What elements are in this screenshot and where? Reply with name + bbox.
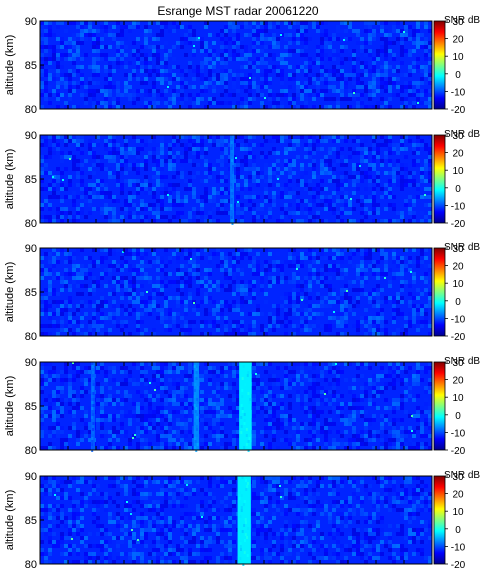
y-axis-label: altitude (km) bbox=[4, 490, 16, 551]
colorbar: SNR dB -20 -10 0 10 20 30 bbox=[433, 470, 480, 571]
colorbar-tick-label: -10 bbox=[451, 314, 466, 325]
colorbar-tick-label: 20 bbox=[452, 149, 464, 160]
colorbar-tick-label: 0 bbox=[455, 411, 461, 422]
colorbar-tick-label: 0 bbox=[455, 297, 461, 308]
panel-1: 80 85 90 altitude (km) SNR dB -20 -10 0 10 20 30 bbox=[4, 15, 480, 116]
colorbar-tick-label: 30 bbox=[452, 17, 464, 28]
colorbar-tick-label: 30 bbox=[452, 358, 464, 369]
y-tick-label: 90 bbox=[25, 357, 37, 369]
colorbar-tick-label: 30 bbox=[452, 131, 464, 142]
chart-title: Esrange MST radar 20061220 bbox=[157, 4, 319, 18]
colorbar: SNR dB -20 -10 0 10 20 30 bbox=[433, 15, 480, 116]
y-tick-label: 90 bbox=[25, 243, 37, 255]
y-axis-label: altitude (km) bbox=[4, 35, 16, 96]
colorbar-tick-label: 0 bbox=[455, 70, 461, 81]
echo-band bbox=[230, 135, 235, 225]
colorbar-label: SNR dB bbox=[444, 129, 480, 140]
echo-band bbox=[90, 362, 95, 452]
y-tick-label: 80 bbox=[25, 559, 37, 571]
colorbar-tick-label: -10 bbox=[451, 201, 466, 212]
y-tick-label: 80 bbox=[25, 331, 37, 343]
panel-2: 80 85 90 altitude (km) SNR dB -20 -10 0 10 20 30 bbox=[4, 129, 480, 230]
colorbar-tick-label: 10 bbox=[452, 393, 464, 404]
colorbar-tick-label: 20 bbox=[452, 376, 464, 387]
colorbar: SNR dB -20 -10 0 10 20 30 bbox=[433, 242, 480, 343]
colorbar-tick-label: -20 bbox=[451, 446, 466, 457]
colorbar-tick-label: 10 bbox=[452, 507, 464, 518]
colorbar-tick-label: 20 bbox=[452, 262, 464, 273]
colorbar-label: SNR dB bbox=[444, 470, 480, 481]
y-tick-label: 85 bbox=[25, 401, 37, 413]
colorbar-tick-label: 10 bbox=[452, 166, 464, 177]
y-tick-label: 85 bbox=[25, 287, 37, 299]
colorbar-tick-label: 30 bbox=[452, 244, 464, 255]
colorbar-tick-label: -10 bbox=[451, 87, 466, 98]
colorbar-tick-label: 30 bbox=[452, 472, 464, 483]
colorbar-tick-label: 10 bbox=[452, 279, 464, 290]
noise-texture bbox=[40, 135, 432, 223]
echo-band bbox=[237, 476, 251, 566]
colorbar-label: SNR dB bbox=[444, 242, 480, 253]
colorbar-tick-label: 10 bbox=[452, 52, 464, 63]
echo-band bbox=[239, 362, 252, 452]
y-tick-label: 90 bbox=[25, 471, 37, 483]
colorbar-tick-label: -20 bbox=[451, 105, 466, 116]
panel-5: 80 85 90 altitude (km) SNR dB -20 -10 0 10 20 30 bbox=[4, 470, 480, 571]
colorbar-tick-label: 0 bbox=[455, 525, 461, 536]
noise-texture bbox=[40, 362, 432, 450]
colorbar: SNR dB -20 -10 0 10 20 30 bbox=[433, 129, 480, 230]
y-tick-label: 90 bbox=[25, 16, 37, 28]
y-tick-label: 80 bbox=[25, 104, 37, 116]
colorbar-tick-label: -20 bbox=[451, 332, 466, 343]
panel-4: 80 85 90 altitude (km) SNR dB -20 -10 0 10 20 30 bbox=[4, 356, 480, 457]
noise-texture bbox=[40, 476, 432, 564]
colorbar-tick-label: 0 bbox=[455, 184, 461, 195]
colorbar: SNR dB -20 -10 0 10 20 30 bbox=[433, 356, 480, 457]
colorbar-label: SNR dB bbox=[444, 15, 480, 26]
colorbar-tick-label: -10 bbox=[451, 542, 466, 553]
colorbar-tick-label: 20 bbox=[452, 490, 464, 501]
y-tick-label: 80 bbox=[25, 445, 37, 457]
colorbar-tick-label: -20 bbox=[451, 219, 466, 230]
echo-band bbox=[193, 362, 200, 452]
noise-texture bbox=[40, 21, 432, 109]
y-tick-label: 85 bbox=[25, 174, 37, 186]
y-tick-label: 85 bbox=[25, 60, 37, 72]
y-tick-label: 85 bbox=[25, 515, 37, 527]
colorbar-tick-label: -10 bbox=[451, 428, 466, 439]
y-axis-label: altitude (km) bbox=[4, 262, 16, 323]
y-axis-label: altitude (km) bbox=[4, 376, 16, 437]
noise-texture bbox=[40, 248, 432, 336]
colorbar-tick-label: -20 bbox=[451, 560, 466, 571]
y-tick-label: 90 bbox=[25, 130, 37, 142]
y-tick-label: 80 bbox=[25, 218, 37, 230]
panel-3: 80 85 90 altitude (km) SNR dB -20 -10 0 10 20 30 bbox=[4, 242, 480, 343]
colorbar-label: SNR dB bbox=[444, 356, 480, 367]
y-axis-label: altitude (km) bbox=[4, 149, 16, 210]
colorbar-tick-label: 20 bbox=[452, 35, 464, 46]
